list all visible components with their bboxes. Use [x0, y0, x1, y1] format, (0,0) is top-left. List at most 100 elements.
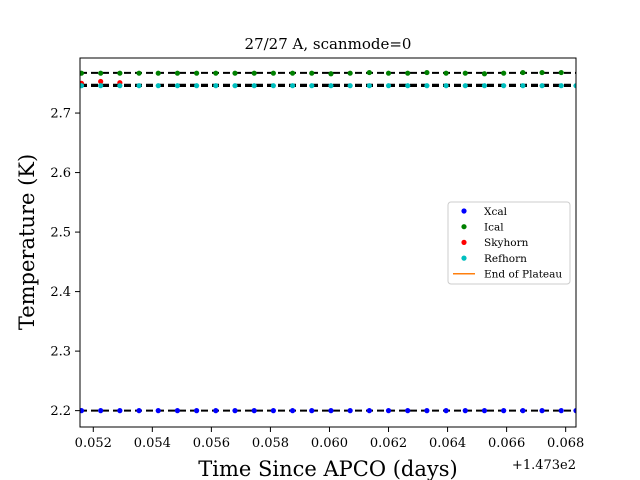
legend-box: [447, 201, 571, 285]
xcal-point: [573, 408, 576, 414]
ical-point: [155, 70, 161, 76]
refhorn-point: [405, 83, 411, 89]
refhorn-point: [232, 83, 238, 89]
skyhorn-point: [98, 78, 104, 85]
plot-frame: [79, 57, 577, 428]
x-tick-label: 0.068: [547, 436, 584, 451]
ical-point: [539, 69, 545, 76]
refhorn-point: [366, 83, 372, 89]
refhorn-point: [520, 83, 526, 89]
legend-label-xcal: Xcal: [484, 206, 508, 218]
ical-point: [347, 70, 353, 76]
x-tick-label: 0.062: [370, 436, 407, 451]
xcal-point: [539, 408, 545, 414]
ical-point: [424, 69, 430, 76]
xcal-point: [443, 408, 449, 414]
ical-point: [366, 69, 372, 76]
legend: Xcal Ical Skyhorn Refhorn End of Plateau: [447, 201, 571, 285]
y-tick-label: 2.4: [50, 285, 71, 300]
xcal-point: [462, 408, 468, 414]
ical-point: [98, 70, 104, 76]
xcal-point: [194, 408, 200, 414]
ical-point: [289, 70, 296, 76]
xcal-point: [213, 408, 219, 414]
ical-point: [194, 70, 200, 76]
x-tick-label: 0.066: [488, 436, 525, 451]
xcal-point: [328, 408, 334, 414]
axes: 0.052 0.054 0.056 0.058 0.060 0.062 0.064 0.066…: [50, 57, 584, 451]
plot-contents: [80, 69, 576, 414]
legend-marker-ical: [461, 224, 467, 230]
xcal-point: [481, 408, 488, 414]
y-tick-label: 2.5: [50, 226, 71, 241]
legend-label-ical: Ical: [484, 222, 504, 234]
xcal-point: [80, 408, 85, 414]
ical-point: [520, 69, 526, 76]
x-tick-label: 0.052: [75, 436, 112, 451]
refhorn-point: [347, 83, 353, 89]
x-axis-offset-label: +1.473e2: [512, 458, 576, 473]
refhorn-point: [80, 83, 85, 89]
ical-point: [328, 71, 334, 77]
xcal-point: [347, 408, 353, 414]
xcal-point: [136, 408, 142, 414]
ical-point: [232, 70, 238, 76]
refhorn-point: [98, 83, 104, 89]
y-tick-label: 2.7: [50, 107, 71, 122]
xcal-point: [117, 408, 123, 414]
refhorn-point: [213, 83, 219, 89]
refhorn-point: [385, 83, 392, 89]
refhorn-point: [251, 83, 257, 89]
xcal-point: [98, 408, 104, 414]
legend-marker-refhorn: [461, 255, 467, 261]
ical-point: [443, 70, 449, 76]
xcal-point: [289, 408, 296, 414]
xcal-point: [405, 408, 411, 414]
chart-title: 27/27 A, scanmode=0: [245, 35, 412, 53]
refhorn-point: [558, 83, 564, 89]
refhorn-point: [117, 83, 123, 89]
refhorn-point: [501, 83, 507, 89]
refhorn-point: [309, 83, 315, 89]
refhorn-point: [539, 83, 545, 89]
xcal-point: [174, 408, 181, 414]
ical-point: [405, 70, 411, 76]
xcal-point: [520, 408, 526, 414]
xcal-point: [385, 408, 392, 414]
x-tick-label: 0.054: [134, 436, 171, 451]
refhorn-point: [424, 83, 430, 89]
xcal-point: [501, 408, 507, 414]
legend-marker-skyhorn: [461, 239, 467, 245]
xcal-point: [309, 408, 315, 414]
x-tick-label: 0.056: [193, 436, 230, 451]
x-tick-label: 0.060: [311, 436, 348, 451]
ical-point: [117, 70, 123, 76]
ical-point: [309, 70, 315, 76]
refhorn-point: [270, 83, 276, 89]
refhorn-point: [443, 83, 449, 89]
ical-point: [270, 70, 276, 76]
xcal-point: [366, 408, 372, 414]
ical-point: [174, 70, 181, 76]
ical-point: [558, 69, 564, 76]
refhorn-point: [481, 83, 488, 89]
xcal-point: [558, 408, 564, 414]
legend-label-end-of-plateau: End of Plateau: [484, 269, 562, 281]
x-tick-label: 0.058: [252, 436, 289, 451]
refhorn-point: [136, 83, 142, 89]
ical-point: [213, 70, 219, 76]
refhorn-point: [573, 83, 576, 89]
refhorn-point: [328, 83, 334, 89]
legend-marker-xcal: [461, 208, 467, 214]
y-axis-label: Temperature (K): [15, 154, 39, 330]
y-tick-label: 2.2: [50, 404, 71, 419]
ical-point: [136, 70, 142, 76]
ical-point: [251, 70, 257, 76]
legend-label-skyhorn: Skyhorn: [484, 237, 529, 249]
ical-point: [501, 70, 507, 76]
x-tick-label: 0.064: [429, 436, 466, 451]
ical-point: [462, 70, 468, 76]
x-axis-label: Time Since APCO (days): [198, 457, 457, 480]
refhorn-point: [289, 83, 296, 89]
